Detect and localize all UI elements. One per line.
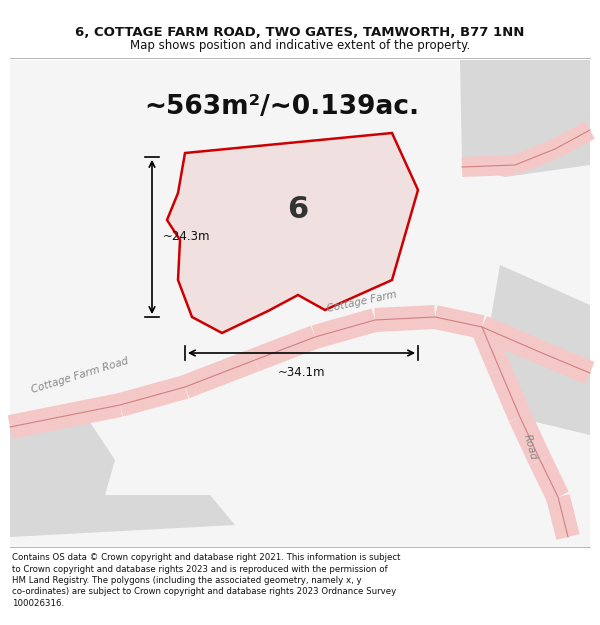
Polygon shape (461, 155, 515, 177)
Polygon shape (181, 349, 259, 398)
Polygon shape (477, 316, 547, 364)
Polygon shape (471, 322, 511, 374)
Text: HM Land Registry. The polygons (including the associated geometry, namely x, y: HM Land Registry. The polygons (includin… (12, 576, 362, 585)
Polygon shape (538, 342, 595, 384)
Polygon shape (312, 309, 378, 349)
Polygon shape (460, 60, 590, 177)
Polygon shape (547, 494, 580, 540)
Polygon shape (550, 121, 595, 158)
Text: 6, COTTAGE FARM ROAD, TWO GATES, TAMWORTH, B77 1NN: 6, COTTAGE FARM ROAD, TWO GATES, TAMWORT… (76, 26, 524, 39)
Text: Road: Road (522, 433, 538, 461)
Text: 6: 6 (287, 196, 308, 224)
Text: Cottage Farm Road: Cottage Farm Road (30, 356, 130, 394)
Text: ~34.1m: ~34.1m (278, 366, 325, 379)
Polygon shape (58, 393, 122, 429)
Polygon shape (529, 455, 569, 503)
Bar (10, 60, 590, 547)
Text: ~24.3m: ~24.3m (163, 231, 211, 244)
Polygon shape (167, 133, 418, 333)
Text: co-ordinates) are subject to Crown copyright and database rights 2023 Ordnance S: co-ordinates) are subject to Crown copyr… (12, 588, 396, 596)
Polygon shape (433, 305, 484, 339)
Text: to Crown copyright and database rights 2023 and is reproduced with the permissio: to Crown copyright and database rights 2… (12, 564, 388, 574)
Polygon shape (10, 410, 115, 495)
Text: Cottage Farm: Cottage Farm (326, 290, 398, 314)
Text: ~563m²/~0.139ac.: ~563m²/~0.139ac. (145, 94, 419, 120)
Polygon shape (489, 365, 531, 422)
Text: 100026316.: 100026316. (12, 599, 64, 608)
Text: Contains OS data © Crown copyright and database right 2021. This information is : Contains OS data © Crown copyright and d… (12, 553, 401, 562)
Polygon shape (10, 495, 235, 537)
Polygon shape (251, 326, 319, 371)
Text: Map shows position and indicative extent of the property.: Map shows position and indicative extent… (130, 39, 470, 52)
Polygon shape (509, 412, 551, 465)
Polygon shape (488, 265, 590, 435)
Polygon shape (8, 405, 62, 439)
Polygon shape (117, 376, 188, 417)
Polygon shape (374, 305, 436, 332)
Polygon shape (511, 140, 559, 174)
